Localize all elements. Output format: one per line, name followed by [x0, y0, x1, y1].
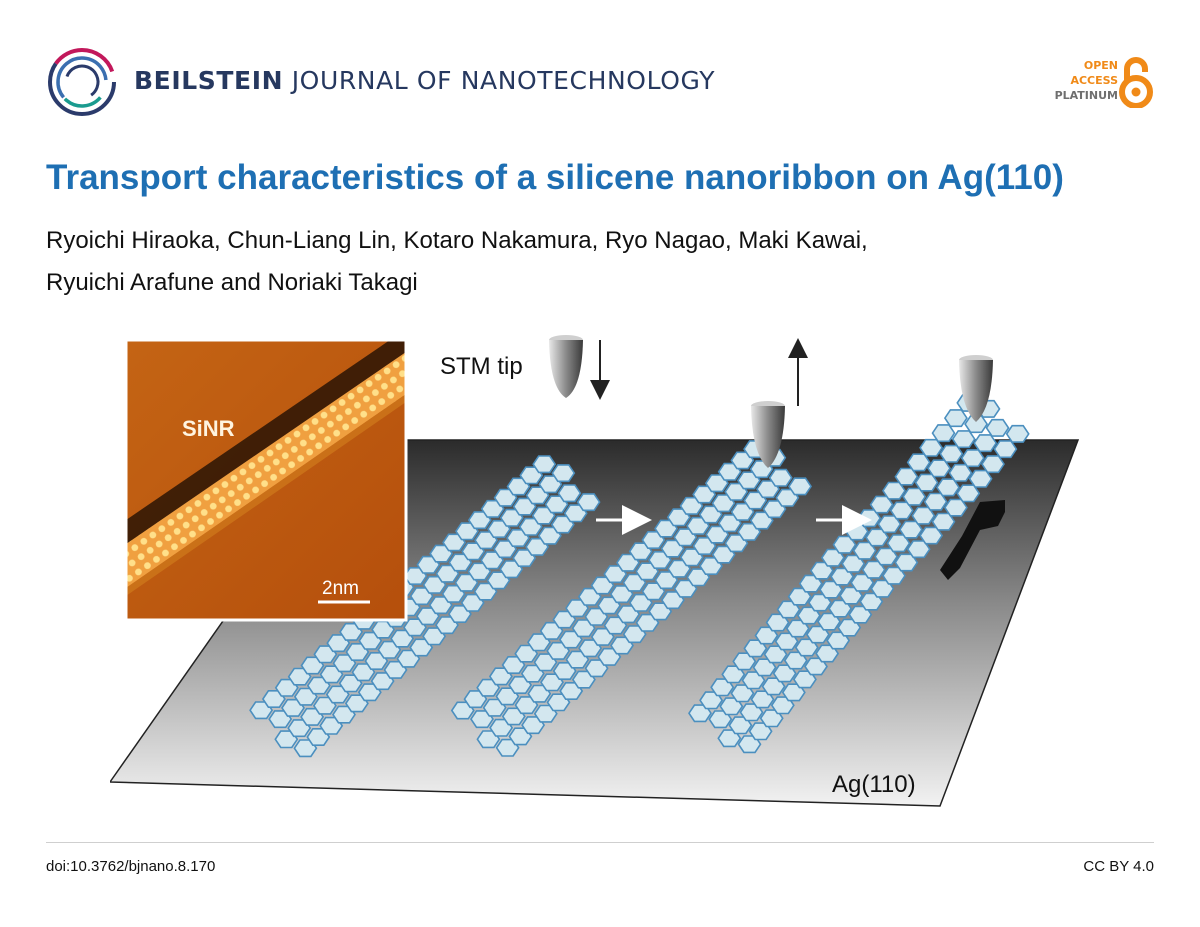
authors-line-1: Ryoichi Hiraoka, Chun-Liang Lin, Kotaro … [46, 227, 868, 254]
stm-inset-image: SiNR 2nm [124, 338, 408, 622]
beilstein-ring-logo-icon[interactable] [46, 46, 118, 118]
graphical-abstract-figure: STM tip Ag(110) SiNR 2nm [110, 330, 1090, 820]
hexagon-cell [551, 464, 576, 483]
hexagon-cell [532, 455, 557, 474]
open-access-badge: OPEN ACCESS PLATINUM [1055, 58, 1118, 103]
hexagon-cell [985, 418, 1010, 437]
hexagon-cell [1005, 424, 1030, 443]
ribbon-flat [249, 455, 601, 758]
sinr-label: SiNR [182, 416, 235, 441]
hexagon-cell [943, 409, 968, 428]
authors-line-2: Ryuichi Arafune and Noriaki Takagi [46, 269, 418, 296]
hexagon-cell [919, 438, 944, 457]
doi-link[interactable]: doi:10.3762/bjnano.8.170 [46, 858, 216, 875]
hexagon-cell [576, 493, 601, 512]
hexagon-cell [948, 463, 973, 482]
article-title: Transport characteristics of a silicene … [46, 158, 1064, 197]
figure-canvas: STM tip Ag(110) SiNR 2nm [110, 335, 1080, 807]
journal-name[interactable]: BEILSTEIN JOURNAL OF NANOTECHNOLOGY [134, 66, 715, 95]
stm-tip-label: STM tip [440, 353, 523, 380]
hexagon-cell [973, 434, 998, 453]
oa-line-platinum: PLATINUM [1054, 89, 1118, 102]
footer-divider [46, 842, 1154, 843]
ribbon-lifted [688, 393, 1030, 754]
stm-tip-1-icon [549, 335, 583, 398]
silicene-ribbons [249, 393, 1030, 758]
hexagon-cell [557, 484, 582, 503]
open-access-lock-icon [1119, 57, 1153, 108]
lifted-shadow [940, 500, 1005, 580]
stm-tip-2-icon [751, 401, 785, 468]
hexagon-cell [931, 424, 956, 443]
journal-name-bold: BEILSTEIN [134, 66, 284, 95]
surface-label: Ag(110) [832, 771, 916, 798]
ribbon-touched [450, 440, 812, 757]
hexagon-cell [981, 455, 1005, 474]
author-list: Ryoichi Hiraoka, Chun-Liang Lin, Kotaro … [46, 220, 1156, 304]
header: BEILSTEIN JOURNAL OF NANOTECHNOLOGY OPEN… [0, 0, 1200, 130]
hexagon-cell [951, 430, 976, 449]
scale-bar-label: 2nm [322, 578, 359, 599]
journal-name-rest: JOURNAL OF NANOTECHNOLOGY [291, 66, 716, 95]
hexagon-cell [993, 440, 1018, 459]
hexagon-cell [768, 468, 793, 487]
oa-line-access: ACCESS [1070, 74, 1118, 87]
hexagon-cell [788, 477, 812, 496]
stm-tip-3-icon [959, 355, 993, 422]
oa-line-open: OPEN [1083, 59, 1118, 72]
license-link[interactable]: CC BY 4.0 [1083, 858, 1154, 875]
hexagon-cell [960, 449, 985, 468]
